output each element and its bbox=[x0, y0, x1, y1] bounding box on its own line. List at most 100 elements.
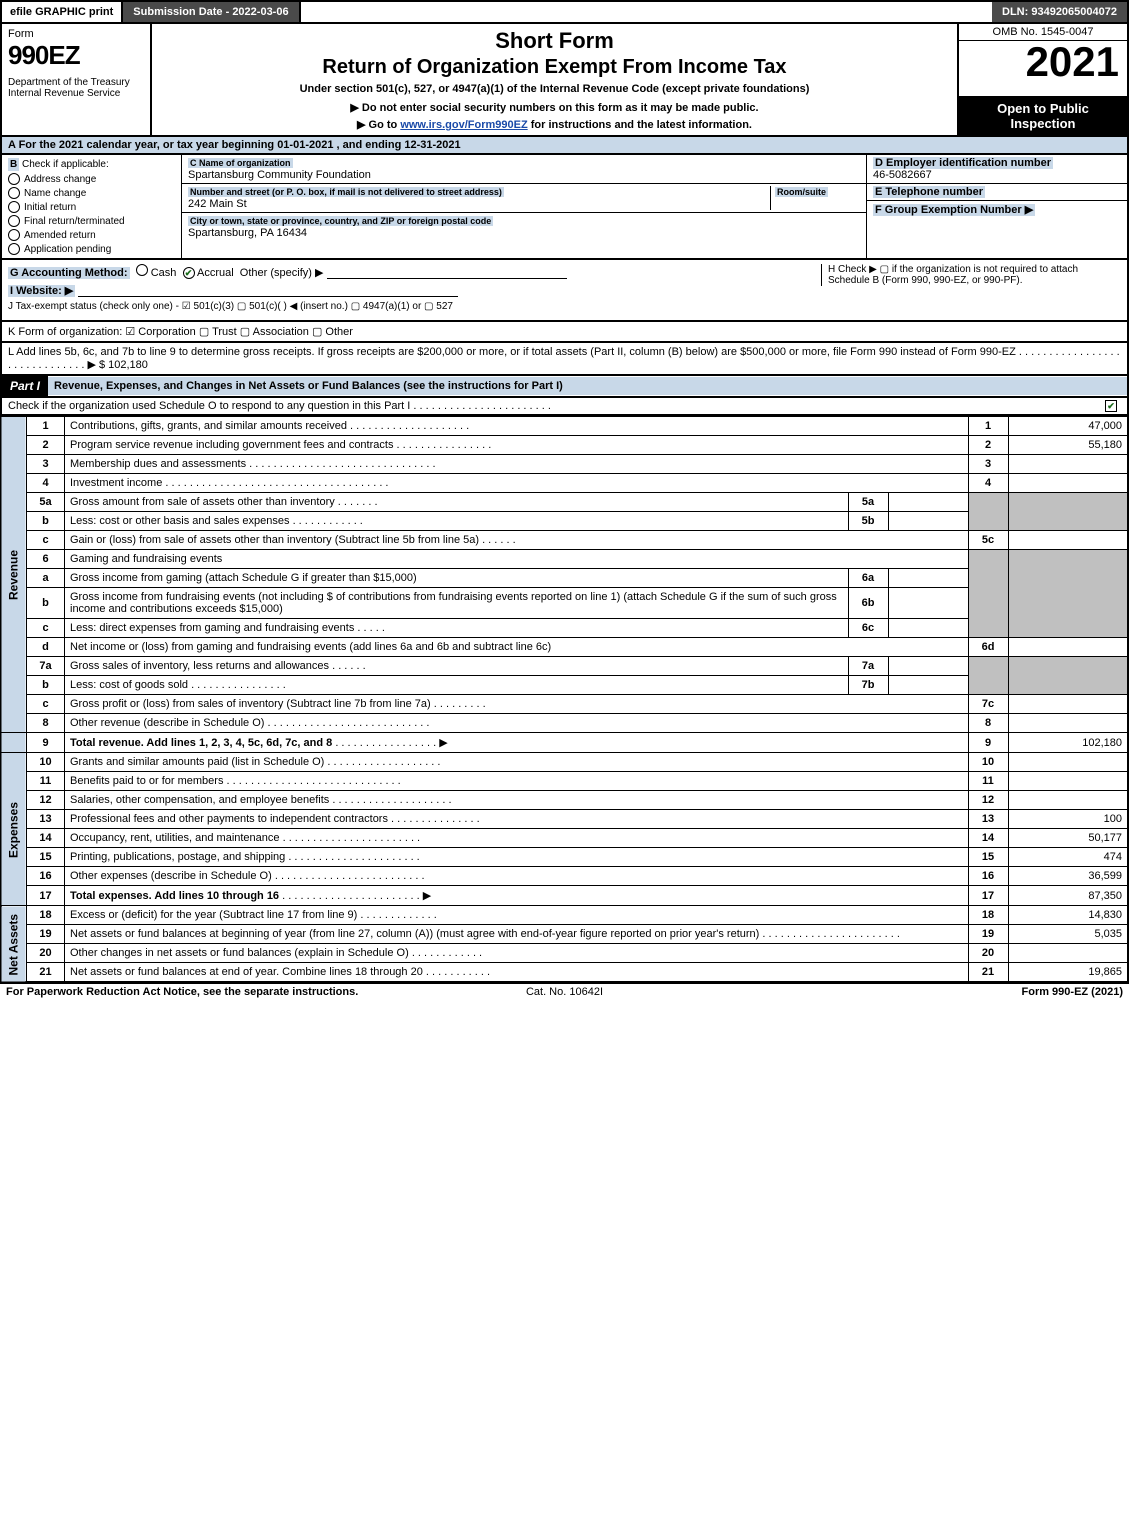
table-row: 15 Printing, publications, postage, and … bbox=[1, 848, 1128, 867]
footer-left: For Paperwork Reduction Act Notice, see … bbox=[6, 986, 378, 998]
line-num: d bbox=[27, 638, 65, 657]
website-input[interactable] bbox=[78, 283, 458, 297]
line-num: b bbox=[27, 512, 65, 531]
efile-print-button[interactable]: efile GRAPHIC print bbox=[2, 2, 123, 22]
line-num: c bbox=[27, 531, 65, 550]
mid-val bbox=[888, 512, 968, 531]
chk-address-change[interactable]: Address change bbox=[8, 173, 175, 185]
line-value bbox=[1008, 531, 1128, 550]
row-bcdef: B Check if applicable: Address change Na… bbox=[0, 155, 1129, 260]
line-num: 15 bbox=[27, 848, 65, 867]
chk-application-pending[interactable]: Application pending bbox=[8, 243, 175, 255]
shaded-cell bbox=[968, 550, 1008, 638]
table-row: 14 Occupancy, rent, utilities, and maint… bbox=[1, 829, 1128, 848]
checkbox-icon bbox=[8, 173, 20, 185]
chk-final-return[interactable]: Final return/terminated bbox=[8, 215, 175, 227]
room-suite-label: Room/suite bbox=[775, 187, 828, 197]
chk-label: Initial return bbox=[24, 202, 76, 213]
page-footer: For Paperwork Reduction Act Notice, see … bbox=[0, 983, 1129, 1000]
tax-year: 2021 bbox=[959, 41, 1127, 97]
footer-right: Form 990-EZ (2021) bbox=[751, 986, 1123, 998]
spacer bbox=[1, 733, 27, 753]
checkbox-icon bbox=[8, 243, 20, 255]
cash-checkbox[interactable] bbox=[136, 264, 148, 276]
row-l-gross-receipts: L Add lines 5b, 6c, and 7b to line 9 to … bbox=[0, 343, 1129, 376]
table-row: Expenses 10 Grants and similar amounts p… bbox=[1, 753, 1128, 772]
shaded-cell bbox=[1008, 493, 1128, 531]
table-row: 3 Membership dues and assessments . . . … bbox=[1, 455, 1128, 474]
table-row: Revenue 1 Contributions, gifts, grants, … bbox=[1, 417, 1128, 436]
line-num: 2 bbox=[27, 436, 65, 455]
table-row: 16 Other expenses (describe in Schedule … bbox=[1, 867, 1128, 886]
table-row: 13 Professional fees and other payments … bbox=[1, 810, 1128, 829]
chk-amended-return[interactable]: Amended return bbox=[8, 229, 175, 241]
line-desc: Printing, publications, postage, and shi… bbox=[65, 848, 969, 867]
line-value bbox=[1008, 638, 1128, 657]
header-center: Short Form Return of Organization Exempt… bbox=[152, 24, 957, 135]
line-desc: Total revenue. Add lines 1, 2, 3, 4, 5c,… bbox=[65, 733, 969, 753]
line-value: 474 bbox=[1008, 848, 1128, 867]
label-b: B bbox=[8, 158, 19, 171]
line-desc: Gross sales of inventory, less returns a… bbox=[65, 657, 849, 676]
line-right-num: 13 bbox=[968, 810, 1008, 829]
part-1-subnote: Check if the organization used Schedule … bbox=[0, 398, 1129, 416]
line-value bbox=[1008, 695, 1128, 714]
checkbox-icon bbox=[8, 201, 20, 213]
row-a-tax-year: A For the 2021 calendar year, or tax yea… bbox=[0, 137, 1129, 155]
line-value bbox=[1008, 753, 1128, 772]
part-1-label: Part I bbox=[2, 376, 48, 396]
line-right-num: 7c bbox=[968, 695, 1008, 714]
line-desc: Gross profit or (loss) from sales of inv… bbox=[65, 695, 969, 714]
mid-num: 7a bbox=[848, 657, 888, 676]
street-label: Number and street (or P. O. box, if mail… bbox=[188, 187, 504, 197]
table-row: d Net income or (loss) from gaming and f… bbox=[1, 638, 1128, 657]
line-num: 19 bbox=[27, 925, 65, 944]
line-desc: Program service revenue including govern… bbox=[65, 436, 969, 455]
line-desc: Gaming and fundraising events bbox=[65, 550, 969, 569]
mid-num: 6a bbox=[848, 569, 888, 588]
irs-link[interactable]: www.irs.gov/Form990EZ bbox=[400, 119, 527, 131]
shaded-cell bbox=[968, 657, 1008, 695]
schedule-o-note: Check if the organization used Schedule … bbox=[8, 400, 1101, 412]
header-left: Form 990EZ Department of the Treasury In… bbox=[2, 24, 152, 135]
line-value bbox=[1008, 772, 1128, 791]
section-c-org-info: C Name of organization Spartansburg Comm… bbox=[182, 155, 867, 258]
line-num: 18 bbox=[27, 906, 65, 925]
top-bar: efile GRAPHIC print Submission Date - 20… bbox=[0, 0, 1129, 24]
checkbox-icon bbox=[8, 187, 20, 199]
instructions-link-row: ▶ Go to www.irs.gov/Form990EZ for instru… bbox=[158, 118, 951, 131]
line-desc: Salaries, other compensation, and employ… bbox=[65, 791, 969, 810]
chk-name-change[interactable]: Name change bbox=[8, 187, 175, 199]
chk-initial-return[interactable]: Initial return bbox=[8, 201, 175, 213]
line-desc: Less: cost or other basis and sales expe… bbox=[65, 512, 849, 531]
mid-num: 6c bbox=[848, 619, 888, 638]
line-right-num: 1 bbox=[968, 417, 1008, 436]
mid-val bbox=[888, 588, 968, 619]
line-value: 47,000 bbox=[1008, 417, 1128, 436]
line-desc: Gross income from gaming (attach Schedul… bbox=[65, 569, 849, 588]
chk-label: Final return/terminated bbox=[24, 216, 125, 227]
line-num: c bbox=[27, 619, 65, 638]
line-right-num: 5c bbox=[968, 531, 1008, 550]
accrual-checkbox[interactable] bbox=[183, 267, 195, 279]
table-row: b Gross income from fundraising events (… bbox=[1, 588, 1128, 619]
row-k-form-org: K Form of organization: ☑ Corporation ▢ … bbox=[0, 322, 1129, 343]
line-right-num: 6d bbox=[968, 638, 1008, 657]
line-value: 14,830 bbox=[1008, 906, 1128, 925]
other-specify-input[interactable] bbox=[327, 265, 567, 279]
line-right-num: 11 bbox=[968, 772, 1008, 791]
line-desc: Net assets or fund balances at end of ye… bbox=[65, 963, 969, 983]
table-row: Net Assets 18 Excess or (deficit) for th… bbox=[1, 906, 1128, 925]
table-row: a Gross income from gaming (attach Sched… bbox=[1, 569, 1128, 588]
line-desc: Less: direct expenses from gaming and fu… bbox=[65, 619, 849, 638]
table-row: c Gain or (loss) from sale of assets oth… bbox=[1, 531, 1128, 550]
line-right-num: 9 bbox=[968, 733, 1008, 753]
ein-label: D Employer identification number bbox=[873, 157, 1053, 169]
submission-date-button[interactable]: Submission Date - 2022-03-06 bbox=[123, 2, 300, 22]
link-pre: ▶ Go to bbox=[357, 119, 400, 131]
subtitle: Under section 501(c), 527, or 4947(a)(1)… bbox=[158, 83, 951, 95]
table-row: 20 Other changes in net assets or fund b… bbox=[1, 944, 1128, 963]
line-right-num: 2 bbox=[968, 436, 1008, 455]
schedule-o-checkbox[interactable] bbox=[1101, 400, 1121, 412]
line-desc: Less: cost of goods sold . . . . . . . .… bbox=[65, 676, 849, 695]
